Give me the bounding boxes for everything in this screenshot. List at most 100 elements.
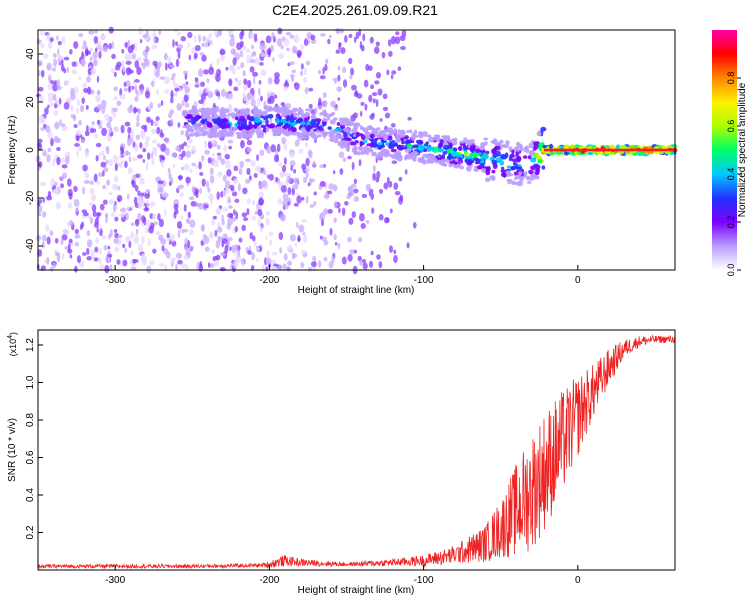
- spectrogram-ridge-point: [555, 151, 560, 155]
- spectrogram-noise-point: [120, 146, 125, 155]
- spectrogram-x-label: Height of straight line (km): [298, 285, 415, 296]
- spectrogram-noise-point: [117, 234, 123, 239]
- spectrogram-noise-point: [111, 41, 115, 49]
- spectrogram-noise-point: [177, 184, 181, 192]
- spectrogram-noise-point: [273, 76, 280, 85]
- spectrogram-noise-point: [224, 91, 230, 99]
- spectrogram-noise-point: [173, 203, 179, 210]
- spectrogram-noise-point: [281, 184, 287, 193]
- spectrogram-noise-point: [354, 89, 358, 97]
- spectrogram-ridge-point: [563, 151, 570, 156]
- spectrogram-noise-point: [92, 128, 97, 133]
- spectrogram-noise-point: [233, 165, 239, 172]
- spectrogram-noise-point: [73, 185, 78, 193]
- spectrogram-noise-point: [95, 142, 102, 148]
- spectrogram-noise-point: [52, 262, 56, 269]
- spectrogram-noise-point: [135, 122, 140, 127]
- spectrogram-noise-point: [291, 45, 298, 54]
- spectrogram-noise-point: [333, 200, 338, 209]
- spectrogram-ridge-point: [369, 133, 375, 139]
- spectrogram-ridge-point: [234, 122, 239, 128]
- spectrogram-noise-point: [150, 201, 156, 208]
- spectrogram-noise-point: [120, 124, 125, 134]
- spectrogram-noise-point: [256, 98, 261, 107]
- spectrogram-noise-point: [247, 92, 252, 101]
- spectrogram-noise-point: [98, 50, 102, 59]
- spectrogram-noise-point: [253, 172, 258, 178]
- spectrogram-noise-point: [220, 252, 226, 257]
- spectrogram-noise-point: [170, 258, 176, 264]
- spectrogram-ridge-point: [338, 127, 342, 133]
- spectrogram-noise-point: [130, 230, 135, 240]
- spectrogram-noise-point: [138, 26, 144, 36]
- spectrogram-noise-point: [50, 266, 54, 272]
- spectrogram-noise-point: [97, 89, 100, 95]
- spectrogram-noise-point: [317, 69, 322, 75]
- spectrogram-noise-point: [110, 68, 116, 74]
- spectrogram-noise-point: [359, 260, 363, 266]
- spectrogram-noise-point: [73, 124, 78, 128]
- spectrogram-noise-point: [81, 51, 85, 60]
- spectrogram-ridge-point: [485, 150, 490, 155]
- spectrogram-noise-point: [239, 50, 244, 58]
- spectrogram-noise-point: [253, 50, 256, 56]
- spectrogram-noise-point: [130, 130, 135, 139]
- spectrogram-noise-point: [55, 201, 62, 210]
- svg-text:(x104): (x104): [7, 332, 18, 356]
- spectrogram-noise-point: [177, 229, 181, 239]
- spectrogram-noise-point: [226, 169, 232, 177]
- spectrogram-noise-point: [50, 178, 56, 187]
- spectrogram-ridge-point: [402, 146, 407, 150]
- spectrogram-noise-point: [95, 237, 99, 244]
- spectrogram-noise-point: [293, 34, 300, 44]
- spectrogram-noise-point: [221, 218, 225, 226]
- spectrogram-noise-point: [319, 213, 323, 221]
- spectrogram-noise-point: [152, 30, 156, 39]
- spectrogram-noise-point: [47, 42, 53, 49]
- spectrogram-noise-point: [125, 80, 131, 87]
- spectrogram-noise-point: [305, 157, 310, 167]
- spectrogram-noise-point: [149, 260, 155, 266]
- spectrogram-noise-point: [310, 261, 317, 268]
- spectrogram-noise-point: [234, 225, 238, 233]
- spectrogram-noise-point: [340, 47, 346, 55]
- spectrogram-ridge-point: [202, 131, 207, 135]
- spectrogram-noise-point: [327, 190, 333, 195]
- spectrogram-noise-point: [50, 138, 54, 147]
- spectrogram-noise-point: [161, 156, 166, 161]
- spectrogram-noise-point: [394, 191, 401, 196]
- spectrogram-noise-point: [93, 257, 99, 262]
- spectrogram-noise-point: [174, 87, 180, 92]
- spectrogram-noise-point: [193, 52, 198, 59]
- spectrogram-noise-point: [299, 70, 304, 77]
- spectrogram-noise-point: [375, 176, 380, 183]
- spectrogram-noise-point: [107, 257, 111, 263]
- spectrogram-noise-point: [152, 213, 157, 220]
- spectrogram-noise-point: [143, 207, 150, 212]
- spectrogram-noise-point: [168, 181, 172, 187]
- spectrogram-ridge-point: [491, 169, 496, 174]
- spectrogram-ridge-point: [540, 126, 547, 132]
- spectrogram-ridge-point: [622, 145, 627, 150]
- spectrogram-ridge-point: [349, 141, 356, 146]
- spectrogram-noise-point: [350, 67, 355, 76]
- spectrogram-noise-point: [195, 81, 200, 86]
- spectrogram-noise-point: [51, 67, 57, 72]
- spectrogram-noise-point: [53, 58, 58, 67]
- spectrogram-ridge-point: [278, 121, 283, 126]
- spectrogram-noise-point: [342, 79, 348, 88]
- spectrogram-noise-point: [252, 76, 256, 85]
- spectrogram-ridge-point: [567, 150, 574, 156]
- spectrogram-noise-point: [291, 187, 295, 196]
- spectrogram-noise-point: [84, 171, 89, 179]
- spectrogram-noise-point: [177, 122, 181, 128]
- spectrogram-ridge-point: [338, 133, 343, 140]
- spectrogram-ridge-point: [291, 127, 297, 133]
- spectrogram-ridge-point: [275, 106, 282, 112]
- spectrogram-noise-point: [209, 167, 214, 175]
- spectrogram-noise-point: [203, 140, 208, 149]
- spectrogram-ridge-point: [511, 149, 515, 155]
- spectrogram-noise-point: [232, 260, 239, 269]
- spectrogram-ridge-point: [442, 144, 450, 150]
- spectrogram-ridge-point: [289, 132, 294, 136]
